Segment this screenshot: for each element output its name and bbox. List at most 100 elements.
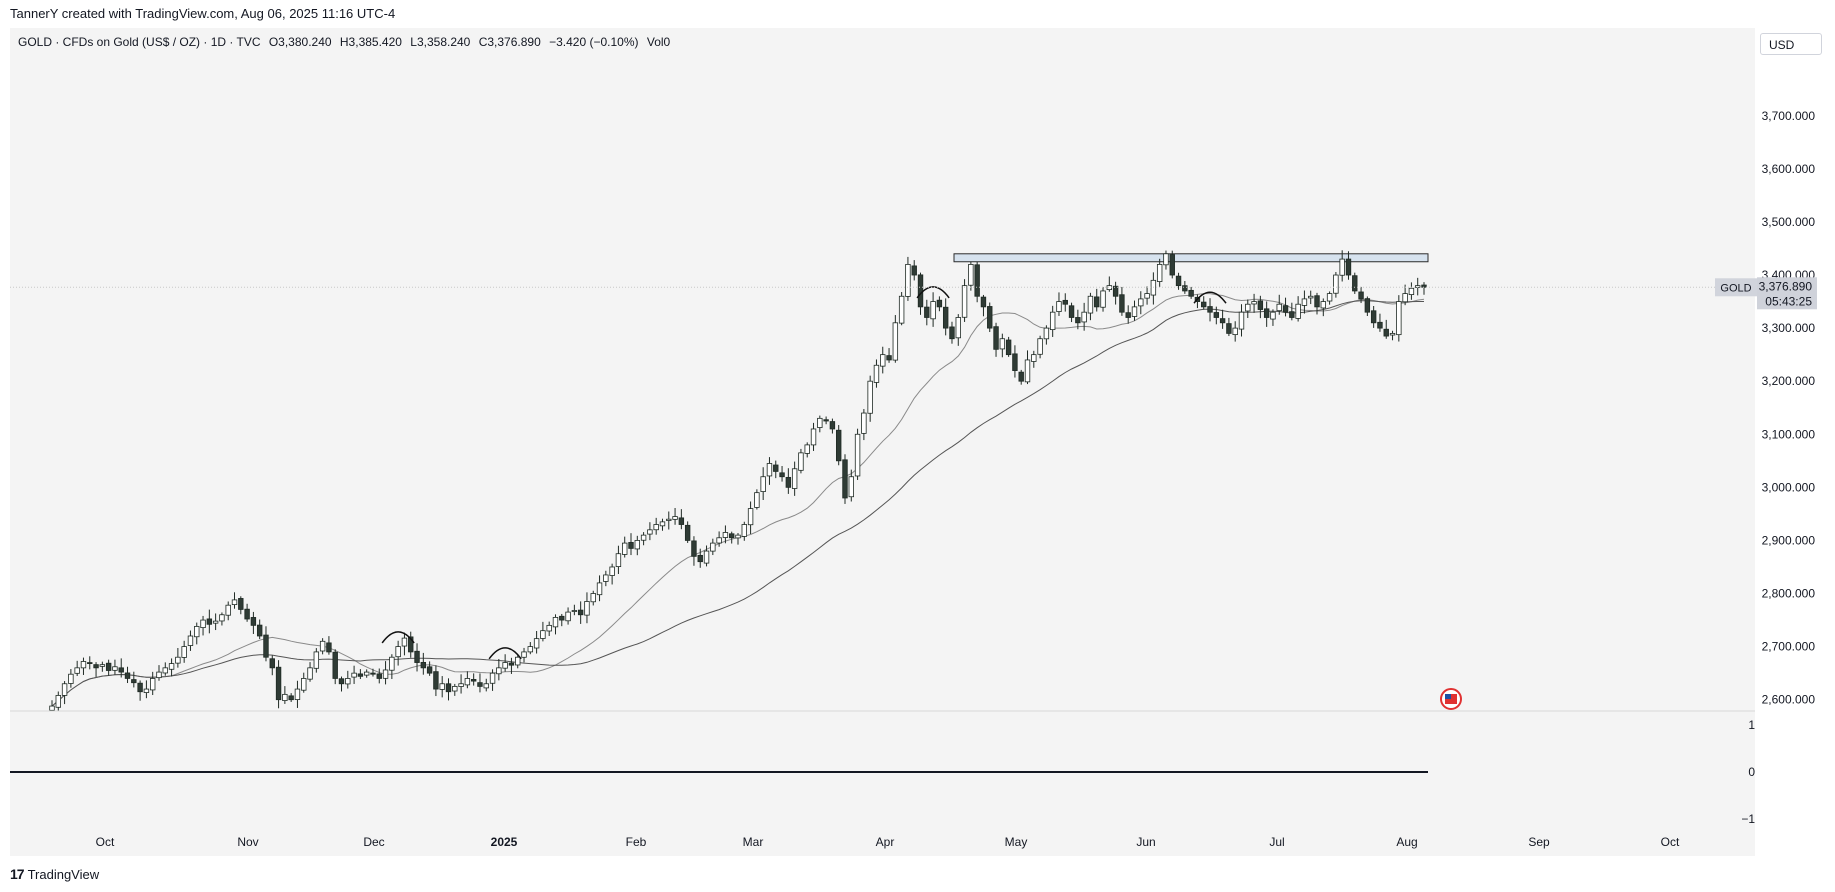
- candle-body: [653, 524, 659, 531]
- candle-body: [408, 636, 414, 653]
- pattern-arc[interactable]: [488, 647, 522, 660]
- candle-body: [1112, 285, 1119, 297]
- candle-body: [200, 619, 206, 629]
- candle-body: [212, 620, 219, 624]
- candle-body: [1031, 354, 1037, 362]
- candle-body: [319, 640, 326, 652]
- candle-body: [559, 615, 565, 621]
- candle-body: [1377, 321, 1383, 329]
- candle-body: [1308, 295, 1314, 299]
- candle-body: [426, 666, 433, 674]
- candle-body: [1219, 318, 1226, 324]
- candle-body: [703, 550, 710, 564]
- candle-body: [1396, 301, 1402, 336]
- candle-body: [1094, 296, 1100, 308]
- candle-body: [861, 412, 867, 434]
- candle-body: [458, 683, 464, 687]
- candle-body: [747, 508, 754, 526]
- candle-body: [294, 688, 301, 700]
- x-tick-label: Oct: [96, 835, 115, 849]
- symbol-tag[interactable]: GOLD: [1720, 282, 1751, 294]
- countdown-tag: 05:43:25: [1765, 294, 1812, 308]
- candle-body: [571, 610, 578, 612]
- candle-body: [376, 673, 382, 679]
- candle-body: [804, 444, 810, 454]
- candle-body: [1087, 295, 1094, 314]
- x-tick-label: Jun: [1136, 835, 1155, 849]
- candle-body: [565, 611, 571, 622]
- candle-body: [1408, 287, 1415, 296]
- x-tick-label: Mar: [743, 835, 764, 849]
- y-tick-label: 2,900.000: [1762, 533, 1816, 547]
- tradingview-icon: 17: [10, 866, 25, 882]
- candle-body: [1352, 275, 1358, 292]
- tradingview-logo[interactable]: 17 TradingView: [10, 866, 99, 882]
- candle-body: [345, 678, 351, 685]
- candle-body: [105, 662, 112, 671]
- ma-slow-line: [51, 300, 1424, 707]
- candle-body: [112, 666, 118, 671]
- candle-body: [1119, 294, 1125, 313]
- pattern-arc[interactable]: [916, 286, 950, 299]
- us-flag-icon[interactable]: [1440, 688, 1462, 710]
- candle-body: [666, 518, 672, 521]
- candle-body: [502, 662, 508, 669]
- candle-body: [1005, 339, 1012, 356]
- candle-body: [1301, 298, 1308, 306]
- candle-body: [754, 492, 760, 508]
- pattern-arc[interactable]: [1193, 291, 1227, 304]
- y-tick-label: 2,800.000: [1762, 587, 1816, 601]
- y-tick-label: 3,500.000: [1762, 215, 1816, 229]
- candle-body: [301, 678, 307, 691]
- candle-body: [609, 566, 615, 576]
- pattern-arc[interactable]: [381, 631, 415, 644]
- candle-body: [735, 534, 741, 539]
- candle-body: [162, 667, 168, 674]
- candle-body: [949, 326, 955, 340]
- candle-body: [1402, 293, 1408, 303]
- candle-body: [206, 618, 213, 625]
- candle-body: [515, 656, 521, 666]
- candle-body: [238, 598, 244, 610]
- y-tick-label: 3,100.000: [1762, 427, 1816, 441]
- candle-body: [993, 326, 999, 350]
- currency-button[interactable]: USD: [1760, 33, 1822, 55]
- candle-body: [477, 682, 483, 687]
- x-tick-label: Aug: [1396, 835, 1417, 849]
- tradingview-brand: TradingView: [27, 866, 100, 882]
- candle-body: [955, 317, 961, 339]
- candle-body: [716, 537, 722, 544]
- candle-body: [930, 301, 936, 320]
- candle-body: [420, 661, 427, 669]
- candle-body: [508, 662, 515, 666]
- candle-body: [1320, 301, 1327, 309]
- candle-body: [622, 542, 628, 555]
- resistance-zone[interactable]: [953, 253, 1429, 263]
- candle-body: [55, 695, 61, 708]
- candle-body: [1163, 253, 1169, 266]
- candle-body: [61, 683, 68, 696]
- candle-body: [395, 646, 401, 658]
- candle-body: [1389, 333, 1396, 336]
- candle-body: [791, 468, 798, 489]
- candle-body: [672, 516, 678, 520]
- candle-body: [137, 682, 143, 693]
- candle-body: [1188, 289, 1194, 297]
- candle-body: [1144, 293, 1150, 299]
- candle-body: [974, 264, 980, 297]
- candle-body: [540, 630, 546, 639]
- symbol-tag-bg: [1715, 278, 1757, 297]
- flag-canton: [1445, 694, 1451, 699]
- candle-body: [1251, 301, 1257, 305]
- candle-body: [382, 669, 389, 679]
- candle-body: [357, 673, 364, 677]
- candle-body: [389, 656, 395, 671]
- candle-body: [1056, 301, 1062, 312]
- candle-body: [483, 683, 489, 689]
- candle-body: [1175, 275, 1182, 287]
- candle-body: [244, 608, 250, 620]
- candle-body: [68, 673, 74, 684]
- candle-body: [741, 524, 747, 537]
- candle-body: [269, 658, 275, 669]
